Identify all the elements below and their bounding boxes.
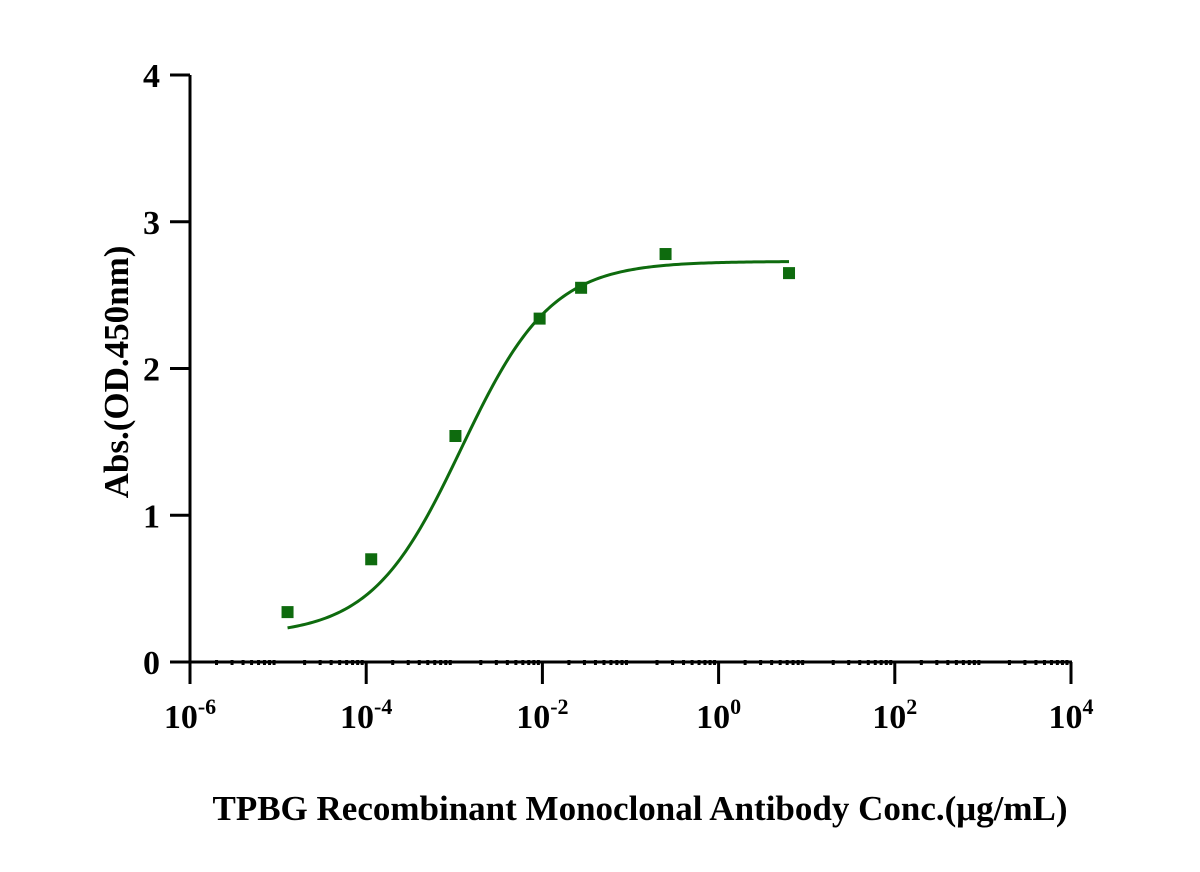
axes — [188, 75, 1072, 664]
plot-area — [281, 248, 796, 630]
data-point — [659, 248, 672, 261]
y-tick-label: 3 — [143, 205, 160, 242]
y-tick-label: 1 — [143, 498, 160, 535]
x-tick-label: 104 — [1049, 694, 1094, 736]
y-tick-label: 2 — [143, 352, 160, 389]
data-point — [281, 606, 294, 619]
x-tick-label: 10-4 — [340, 694, 392, 736]
y-axis-ticks: 0 1 2 3 4 — [143, 58, 190, 682]
data-point — [533, 312, 546, 325]
x-tick-label: 10-6 — [164, 694, 216, 736]
y-axis-title: Abs.(OD.450nm) — [97, 246, 136, 499]
x-axis-title: TPBG Recombinant Monoclonal Antibody Con… — [212, 789, 1067, 828]
data-point — [575, 281, 588, 294]
data-point — [365, 553, 378, 566]
data-point — [783, 267, 796, 280]
y-tick-label: 0 — [143, 645, 160, 682]
x-tick-label: 102 — [872, 694, 917, 736]
data-point — [449, 430, 462, 443]
x-tick-label: 100 — [696, 694, 741, 736]
y-tick-label: 4 — [143, 58, 160, 95]
x-axis-ticks: 10-6 10-4 10-2 100 102 104 — [164, 660, 1094, 736]
x-tick-label: 10-2 — [516, 694, 568, 736]
